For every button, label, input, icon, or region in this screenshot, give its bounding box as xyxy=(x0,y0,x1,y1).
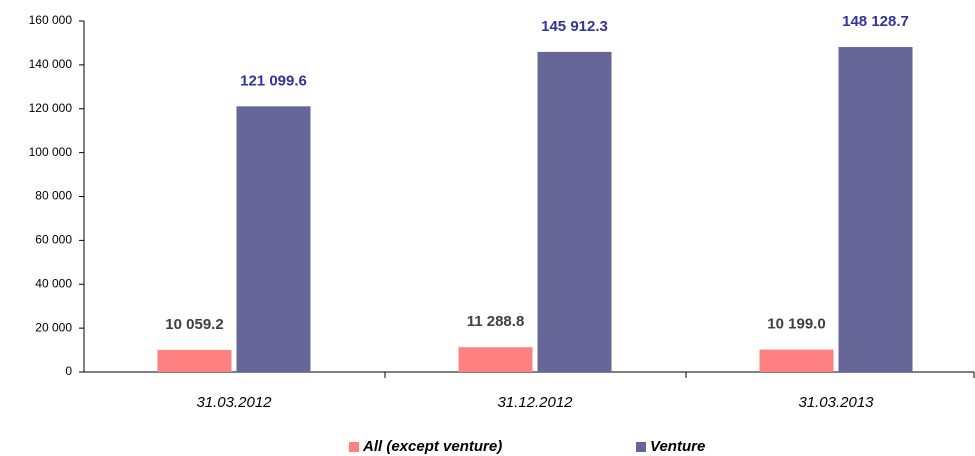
bar xyxy=(458,347,533,372)
y-tick-label: 80 000 xyxy=(35,189,72,203)
y-tick-label: 100 000 xyxy=(29,145,73,159)
x-tick-label: 31.12.2012 xyxy=(497,394,573,411)
y-tick-label: 40 000 xyxy=(35,276,72,290)
y-tick-label: 0 xyxy=(65,364,72,378)
value-label: 10 199.0 xyxy=(767,316,825,333)
value-label: 10 059.2 xyxy=(165,316,223,333)
y-tick-label: 140 000 xyxy=(29,57,73,71)
x-tick-label: 31.03.2013 xyxy=(798,394,874,411)
value-label: 145 912.3 xyxy=(541,18,608,35)
legend-swatch xyxy=(636,442,646,452)
bar xyxy=(236,106,311,372)
legend-swatch xyxy=(349,442,359,452)
value-label: 121 099.6 xyxy=(240,72,307,89)
y-tick-label: 120 000 xyxy=(29,101,73,115)
bar xyxy=(537,51,612,372)
y-tick-label: 60 000 xyxy=(35,233,72,247)
bar xyxy=(759,349,834,372)
value-label: 11 288.8 xyxy=(467,313,525,330)
bar xyxy=(157,349,232,372)
y-tick-label: 20 000 xyxy=(35,320,72,334)
x-tick-label: 31.03.2012 xyxy=(196,394,272,411)
legend-label: All (except venture) xyxy=(362,438,502,455)
y-tick-label: 160 000 xyxy=(29,13,73,27)
value-label: 148 128.7 xyxy=(842,13,909,30)
legend-label: Venture xyxy=(650,438,705,455)
bar xyxy=(838,47,913,372)
